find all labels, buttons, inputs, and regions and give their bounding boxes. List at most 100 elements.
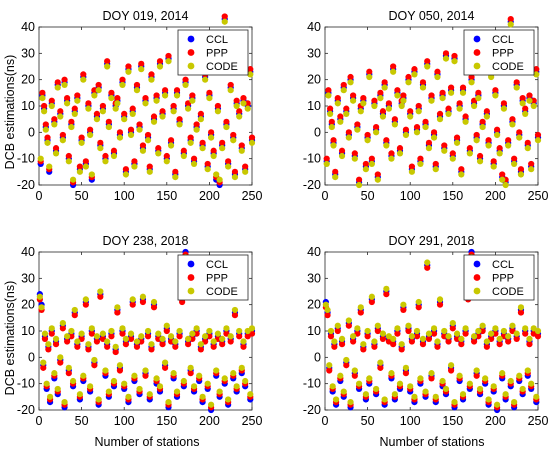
point-code: [182, 81, 189, 89]
point-code: [490, 383, 497, 390]
point-ppp: [68, 333, 75, 340]
point-code: [456, 372, 463, 379]
point-ppp: [108, 333, 115, 340]
y-axis-label-bottom: DCB estimations(ns): [3, 281, 17, 396]
point-ppp: [104, 58, 111, 65]
point-code: [78, 139, 85, 146]
point-code: [398, 341, 405, 348]
point-code: [354, 325, 361, 332]
point-ppp: [505, 137, 512, 144]
point-code: [415, 298, 422, 306]
point-code: [517, 304, 525, 311]
point-ppp: [402, 370, 410, 377]
point-code: [74, 97, 81, 104]
point-code: [172, 174, 179, 181]
point-code: [91, 356, 98, 364]
point-code: [505, 142, 512, 149]
point-ppp: [371, 97, 378, 104]
x-tick-label: 250: [528, 189, 549, 203]
point-code: [142, 367, 149, 374]
legend-label: PPP: [206, 48, 228, 60]
point-code: [488, 330, 495, 337]
x-tick-label: 250: [528, 414, 549, 428]
point-ppp: [345, 129, 352, 136]
point-code: [459, 391, 467, 398]
point-ppp: [425, 335, 433, 342]
point-ppp: [517, 309, 525, 316]
point-ppp: [530, 97, 537, 104]
x-tick-label: 50: [361, 414, 375, 428]
point-code: [388, 370, 395, 377]
point-code: [517, 171, 525, 178]
legend-label: CODE: [492, 61, 524, 73]
point-ppp: [471, 338, 478, 345]
point-code: [533, 71, 540, 78]
point-ppp: [219, 139, 226, 146]
point-code: [362, 391, 369, 398]
point-code: [507, 21, 514, 28]
point-ppp: [78, 134, 85, 141]
point-ppp: [394, 330, 401, 337]
point-code: [473, 137, 480, 144]
point-code: [138, 333, 145, 340]
point-code: [351, 155, 358, 162]
point-code: [373, 385, 380, 393]
point-ppp: [87, 126, 94, 133]
point-ppp: [187, 134, 194, 141]
legend-label: CCL: [206, 34, 228, 46]
point-ppp: [516, 129, 523, 136]
point-code: [441, 327, 448, 335]
point-ppp: [39, 89, 46, 96]
point-ppp: [434, 343, 441, 350]
point-ppp: [139, 142, 147, 149]
point-code: [485, 142, 492, 149]
point-code: [330, 142, 337, 149]
point-code: [144, 137, 152, 144]
point-ppp: [54, 79, 61, 86]
point-ppp: [355, 176, 363, 183]
point-code: [424, 63, 431, 70]
point-code: [150, 298, 158, 306]
point-code: [214, 330, 222, 337]
point-ppp: [492, 87, 499, 94]
point-ppp: [473, 131, 480, 139]
point-code: [451, 58, 458, 65]
point-code: [180, 152, 187, 160]
point-code: [204, 166, 211, 173]
point-code: [366, 73, 373, 81]
point-ppp: [97, 293, 104, 300]
point-code: [394, 92, 401, 99]
point-code: [193, 325, 200, 332]
y-tick-label: -10: [303, 152, 321, 166]
point-code: [396, 380, 404, 387]
point-ppp: [155, 335, 162, 342]
point-code: [185, 335, 192, 342]
y-tick-label: 40: [21, 20, 35, 34]
point-code: [59, 320, 66, 327]
point-ppp: [400, 306, 407, 314]
point-ppp: [483, 108, 490, 115]
panel-1: DOY 019, 2014 0 50 100 150 200 250 -20 -10 0 10 20 3…: [17, 9, 263, 203]
point-code: [398, 102, 405, 110]
point-ppp: [65, 152, 72, 160]
y-tick-label: 0: [28, 350, 35, 364]
point-code: [347, 399, 354, 406]
point-code: [37, 155, 44, 162]
point-code: [407, 383, 414, 390]
point-code: [534, 137, 542, 144]
point-code: [507, 377, 514, 385]
point-ppp: [326, 367, 333, 374]
point-code: [138, 66, 145, 73]
point-ppp: [144, 131, 152, 139]
point-ppp: [138, 60, 145, 67]
point-ppp: [44, 134, 51, 141]
point-code: [381, 84, 388, 91]
point-ppp: [391, 116, 398, 123]
point-ppp: [526, 92, 533, 99]
point-code: [430, 325, 438, 332]
point-ppp: [59, 131, 66, 139]
point-ppp: [424, 264, 431, 271]
x-axis-label-left: Number of stations: [95, 435, 200, 449]
point-code: [334, 322, 341, 329]
point-ppp: [167, 137, 175, 144]
